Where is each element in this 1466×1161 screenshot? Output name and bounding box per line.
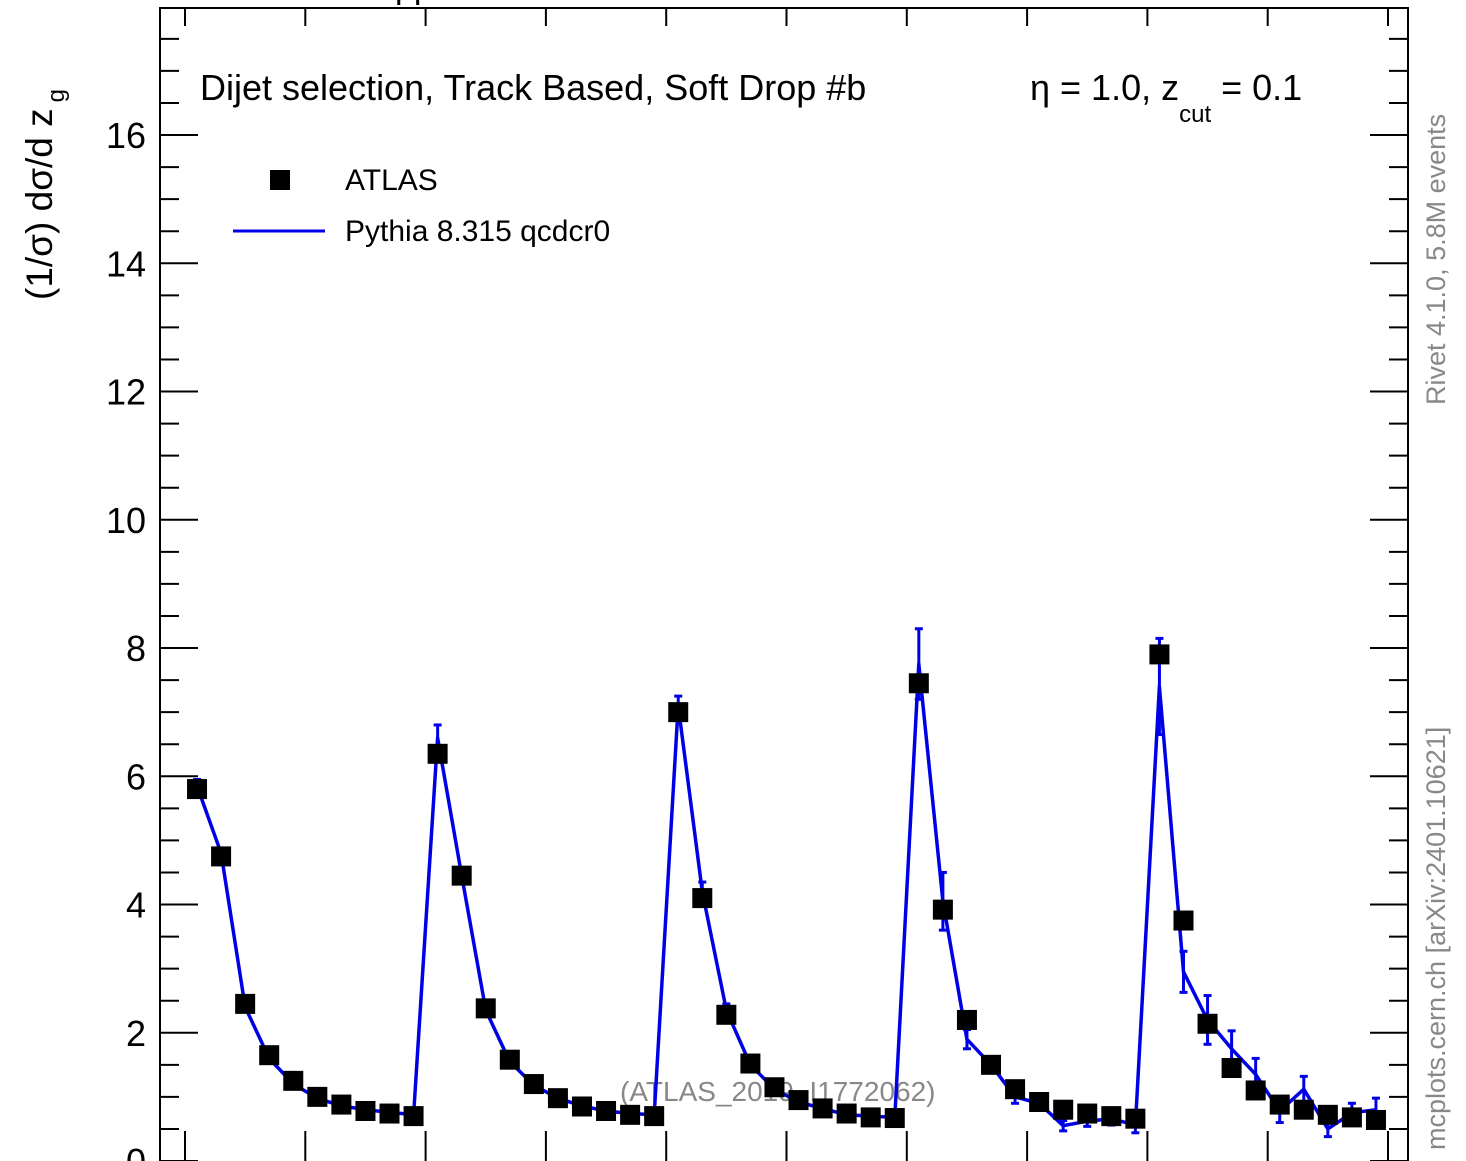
series-line-pythia (195, 662, 1377, 1131)
legend-pythia-label: Pythia 8.315 qcdcr0 (345, 215, 610, 248)
data-point-atlas (932, 899, 953, 920)
data-point-atlas (499, 1049, 520, 1070)
plot-title-rest: η = 1.0, zcut = 0.1 (1030, 67, 1302, 128)
data-point-atlas (235, 993, 256, 1014)
data-point-atlas (836, 1103, 857, 1124)
legend-atlas-label: ATLAS (345, 164, 438, 197)
data-point-atlas (331, 1094, 352, 1115)
y-axis-title-main: (1/σ) dσ/d z (19, 108, 60, 300)
plot-title-main: Dijet selection, Track Based, Soft Drop … (200, 67, 866, 108)
data-point-atlas (523, 1074, 544, 1095)
data-point-atlas (620, 1104, 641, 1125)
data-point-atlas (1365, 1109, 1386, 1130)
y-axis-tick-labels: 0 2 4 6 8 10 12 14 16 (106, 115, 146, 1161)
data-point-atlas (355, 1100, 376, 1121)
data-point-atlas (908, 673, 929, 694)
data-point-atlas (764, 1077, 785, 1098)
data-point-atlas (1101, 1106, 1122, 1127)
x-axis-ticks (184, 8, 1389, 1161)
y-tick-label: 0 (126, 1141, 146, 1161)
data-point-atlas (1149, 644, 1170, 665)
data-point-atlas (475, 998, 496, 1019)
plot-title-tail: = 0.1 (1211, 67, 1302, 108)
data-point-atlas (571, 1096, 592, 1117)
data-point-atlas (1005, 1079, 1026, 1100)
top-partial-title: pp (395, 0, 433, 6)
data-point-atlas (379, 1103, 400, 1124)
y-tick-label: 12 (106, 372, 146, 413)
data-point-atlas (403, 1106, 424, 1127)
y-tick-label: 6 (126, 756, 146, 797)
data-point-atlas (860, 1107, 881, 1128)
y-tick-label: 14 (106, 243, 146, 284)
legend-atlas-marker (270, 170, 290, 190)
data-point-atlas (1317, 1104, 1338, 1125)
y-tick-label: 16 (106, 115, 146, 156)
data-point-atlas (716, 1004, 737, 1025)
data-point-atlas (211, 846, 232, 867)
y-axis-title: (1/σ) dσ/d z g (19, 89, 70, 300)
data-point-atlas (812, 1098, 833, 1119)
plot-title: Dijet selection, Track Based, Soft Drop … (200, 67, 866, 108)
data-point-atlas (1029, 1092, 1050, 1113)
data-point-atlas (1125, 1108, 1146, 1129)
data-point-atlas (307, 1086, 328, 1107)
plot-title-sub: cut (1179, 101, 1211, 128)
data-point-atlas (596, 1100, 617, 1121)
data-point-atlas (644, 1106, 665, 1127)
data-point-atlas (740, 1053, 761, 1074)
data-point-atlas (1197, 1013, 1218, 1034)
y-tick-label: 2 (126, 1013, 146, 1054)
data-marks (187, 627, 1386, 1139)
data-point-atlas (788, 1090, 809, 1111)
data-point-atlas (283, 1070, 304, 1091)
data-point-atlas (1221, 1058, 1242, 1079)
data-point-atlas (668, 702, 689, 723)
mcplots-source-label: mcplots.cern.ch [arXiv:2401.10621] (1421, 727, 1451, 1150)
data-point-atlas (259, 1045, 280, 1066)
data-point-atlas (1173, 910, 1194, 931)
data-point-atlas (1077, 1103, 1098, 1124)
y-tick-label: 4 (126, 885, 146, 926)
y-axis-ticks (160, 37, 1408, 1161)
data-point-atlas (1053, 1099, 1074, 1120)
data-point-atlas (427, 743, 448, 764)
rivet-version-label: Rivet 4.1.0, 5.8M events (1421, 114, 1451, 405)
data-point-atlas (451, 865, 472, 886)
data-point-atlas (1341, 1107, 1362, 1128)
plot-title-eta: η = 1.0, z (1030, 67, 1179, 108)
y-axis-title-sub: g (43, 89, 70, 102)
data-point-atlas (547, 1088, 568, 1109)
data-point-atlas (1293, 1099, 1314, 1120)
data-point-atlas (884, 1108, 905, 1129)
plot-frame (159, 7, 1409, 1161)
y-tick-label: 10 (106, 500, 146, 541)
data-point-atlas (692, 888, 713, 909)
data-point-atlas (1245, 1080, 1266, 1101)
data-point-atlas (187, 779, 208, 800)
y-tick-label: 8 (126, 628, 146, 669)
data-point-atlas (1269, 1094, 1290, 1115)
data-point-atlas (981, 1054, 1002, 1075)
data-point-atlas (956, 1009, 977, 1030)
